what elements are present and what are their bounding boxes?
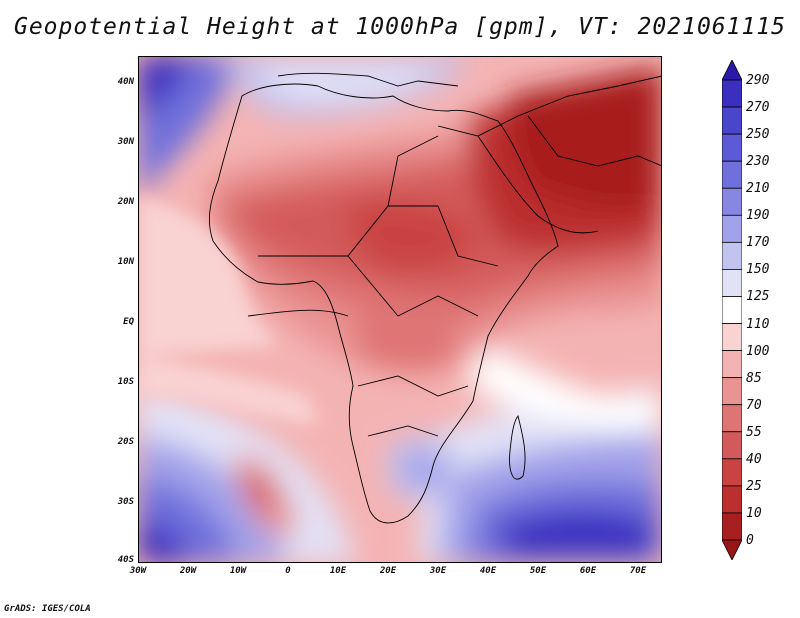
lat-label-20n: 20N bbox=[117, 197, 134, 207]
colorbar-bottom-triangle bbox=[722, 539, 742, 560]
colorbar-swatch bbox=[722, 323, 742, 351]
lat-label-30s: 30S bbox=[117, 497, 134, 507]
colorbar-swatch bbox=[722, 431, 742, 460]
colorbar-swatch bbox=[722, 79, 742, 108]
colorbar-level-label: 150 bbox=[746, 262, 770, 278]
lon-label-30w: 30W bbox=[129, 566, 147, 576]
colorbar-level-label: 110 bbox=[746, 316, 770, 332]
geopotential-map bbox=[138, 56, 662, 563]
colorbar-swatch bbox=[722, 214, 742, 243]
lat-label-10n: 10N bbox=[117, 257, 134, 267]
lon-label-0: 0 bbox=[285, 566, 291, 576]
colorbar-level-label: 70 bbox=[746, 397, 762, 413]
colorbar-level-label: 85 bbox=[746, 370, 762, 386]
colorbar-level-label: 55 bbox=[746, 424, 762, 440]
coastlines bbox=[208, 72, 662, 524]
colorbar-level-label: 125 bbox=[746, 289, 770, 305]
colorbar-level-label: 40 bbox=[746, 451, 762, 467]
colorbar-swatch bbox=[722, 404, 742, 433]
colorbar-swatch bbox=[722, 160, 742, 189]
colorbar-swatch bbox=[722, 133, 742, 162]
colorbar-level-label: 170 bbox=[746, 235, 770, 251]
field-shading bbox=[138, 56, 662, 563]
colorbar-level-label: 270 bbox=[746, 100, 770, 116]
colorbar-level-label: 0 bbox=[746, 533, 754, 548]
colorbar-level-label: 230 bbox=[746, 154, 770, 170]
lon-label-10w: 10W bbox=[229, 566, 247, 576]
lat-label-eq: EQ bbox=[123, 317, 134, 327]
lat-label-40s: 40S bbox=[117, 555, 134, 565]
colorbar-swatch bbox=[722, 241, 742, 270]
colorbar-swatch bbox=[722, 377, 742, 406]
lon-label-60e: 60E bbox=[579, 566, 597, 576]
lon-label-50e: 50E bbox=[529, 566, 547, 576]
colorbar-level-label: 190 bbox=[746, 208, 770, 224]
lon-label-30e: 30E bbox=[429, 566, 447, 576]
colorbar-level-label: 290 bbox=[746, 73, 770, 88]
colorbar-level-label: 10 bbox=[746, 505, 762, 521]
colorbar-swatch bbox=[722, 458, 742, 487]
colorbar-swatch bbox=[722, 512, 742, 541]
lon-label-70e: 70E bbox=[629, 566, 647, 576]
lat-label-30n: 30N bbox=[117, 137, 134, 147]
lon-label-20w: 20W bbox=[179, 566, 197, 576]
colorbar-swatch bbox=[722, 296, 742, 324]
colorbar bbox=[722, 60, 742, 560]
footer-credit: GrADS: IGES/COLA bbox=[4, 604, 91, 614]
map-frame bbox=[138, 56, 662, 563]
colorbar-level-label: 25 bbox=[746, 478, 762, 494]
colorbar-swatch bbox=[722, 485, 742, 514]
map-title: Geopotential Height at 1000hPa [gpm], VT… bbox=[13, 14, 787, 40]
lon-label-20e: 20E bbox=[379, 566, 397, 576]
colorbar-swatch bbox=[722, 350, 742, 379]
colorbar-level-label: 210 bbox=[746, 181, 770, 197]
map-panel: 40N 30N 20N 10N EQ 10S 20S 30S 40S 30W 2… bbox=[118, 56, 662, 576]
lon-label-10e: 10E bbox=[329, 566, 347, 576]
colorbar-swatch bbox=[722, 187, 742, 216]
colorbar-swatch bbox=[722, 269, 742, 297]
colorbar-top-triangle bbox=[722, 60, 742, 81]
lat-label-40n: 40N bbox=[117, 77, 134, 87]
lat-label-10s: 10S bbox=[117, 377, 134, 387]
colorbar-level-label: 250 bbox=[746, 127, 770, 143]
lat-label-20s: 20S bbox=[117, 437, 134, 447]
colorbar-level-label: 100 bbox=[746, 343, 770, 359]
colorbar-swatch bbox=[722, 106, 742, 135]
lon-label-40e: 40E bbox=[479, 566, 497, 576]
